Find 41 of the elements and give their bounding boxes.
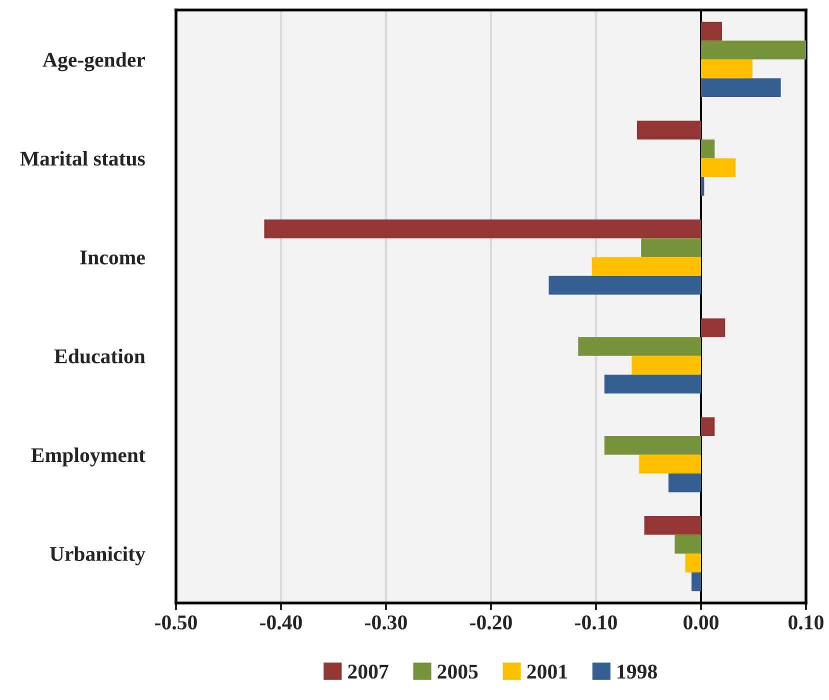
legend-label: 1998 <box>618 664 657 679</box>
bar <box>264 220 701 238</box>
bar <box>604 374 701 394</box>
bar <box>578 337 701 356</box>
bar <box>641 238 701 258</box>
x-tick-label: 0.10 <box>788 615 824 630</box>
legend-label: 2001 <box>527 664 568 679</box>
y-tick-label: Urbanicity <box>50 546 146 566</box>
bar <box>639 454 701 474</box>
bar <box>701 78 781 97</box>
y-tick-label: Age-gender <box>42 52 145 72</box>
bar <box>592 257 701 276</box>
y-tick-label: Income <box>80 250 145 265</box>
legend-label: 2007 <box>348 664 388 679</box>
bar <box>632 356 701 375</box>
bar <box>701 177 704 196</box>
y-tick-label: Education <box>54 348 146 364</box>
bar <box>701 22 722 41</box>
bar <box>701 139 715 158</box>
bar <box>668 474 701 492</box>
y-tick-label: Marital status <box>20 151 145 166</box>
x-tick-label: -0.40 <box>260 615 302 630</box>
bar <box>674 534 701 554</box>
bar <box>685 554 701 572</box>
x-tick-label: -0.50 <box>155 615 197 630</box>
bar <box>701 59 752 78</box>
bar <box>692 572 701 592</box>
bar <box>701 417 715 436</box>
legend-label: 2005 <box>438 664 478 679</box>
y-tick-label: Employment <box>31 448 146 466</box>
bar <box>604 436 701 455</box>
bar <box>701 158 736 178</box>
bar <box>644 516 701 535</box>
x-tick-label: -0.10 <box>575 615 617 630</box>
bar <box>548 276 701 295</box>
bar <box>701 40 806 60</box>
x-tick-label: -0.20 <box>470 615 512 630</box>
x-tick-label: 0.00 <box>684 615 718 630</box>
bar <box>636 120 701 140</box>
bar <box>701 318 726 338</box>
x-tick-label: -0.30 <box>365 615 407 630</box>
